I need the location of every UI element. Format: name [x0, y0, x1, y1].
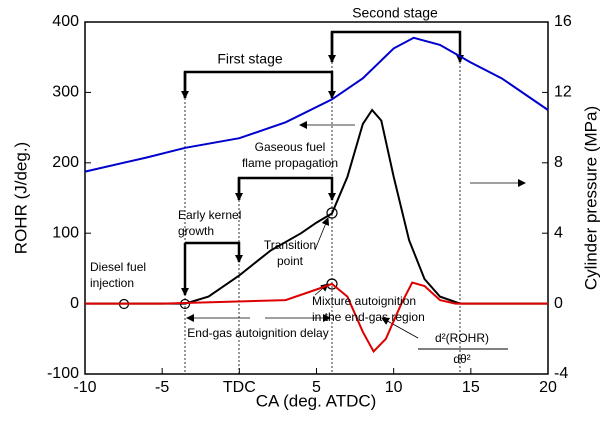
y2-tick-label: 8: [554, 154, 563, 171]
series-line: [85, 108, 548, 305]
annotation: Gaseous fuel: [255, 140, 326, 154]
pointer-arrows: [186, 121, 526, 350]
annotation: growth: [178, 224, 214, 238]
annotation: injection: [90, 276, 134, 290]
x-tick-label: 15: [462, 379, 480, 396]
y-tick-label: 0: [70, 295, 79, 312]
annotation: First stage: [217, 51, 283, 67]
annotation: in the end-gas region: [312, 310, 425, 324]
x-axis-label: CA (deg. ATDC): [256, 391, 377, 410]
x-tick-label: TDC: [223, 379, 256, 396]
y2-tick-label: 16: [554, 13, 572, 30]
y2-tick-label: 12: [554, 84, 572, 101]
y-tick-label: 200: [52, 154, 79, 171]
y2-axis-label: Cylinder pressure (MPa): [581, 106, 600, 290]
x-tick-label: 5: [312, 379, 321, 396]
y-tick-label: 400: [52, 13, 79, 30]
series-line: [85, 281, 548, 354]
y-axis-label: ROHR (J/deg.): [11, 142, 30, 254]
y-tick-label: -100: [47, 365, 79, 382]
annotation: End-gas autoignition delay: [187, 326, 328, 340]
annotation: Transition: [264, 238, 316, 252]
y-tick-label: 100: [52, 224, 79, 241]
y2-tick-label: 0: [554, 295, 563, 312]
annotation: dθ²: [453, 352, 470, 366]
brackets: [181, 30, 464, 296]
x-tick-label: -10: [73, 379, 96, 396]
y2-tick-label: -4: [554, 365, 568, 382]
x-tick-label: 20: [539, 379, 557, 396]
annotation: d²(ROHR): [435, 331, 489, 345]
annotation: Early kernel: [178, 208, 241, 222]
annotation: Mixture autoignition: [312, 294, 416, 308]
annotation: point: [277, 254, 304, 268]
y2-tick-label: 4: [554, 224, 563, 241]
x-tick-label: -5: [155, 379, 169, 396]
annotation: Second stage: [352, 5, 438, 21]
y-tick-label: 300: [52, 84, 79, 101]
annotation: Diesel fuel: [90, 260, 146, 274]
x-tick-label: 10: [385, 379, 403, 396]
series-line: [84, 36, 549, 173]
annotation: flame propagation: [242, 156, 338, 170]
